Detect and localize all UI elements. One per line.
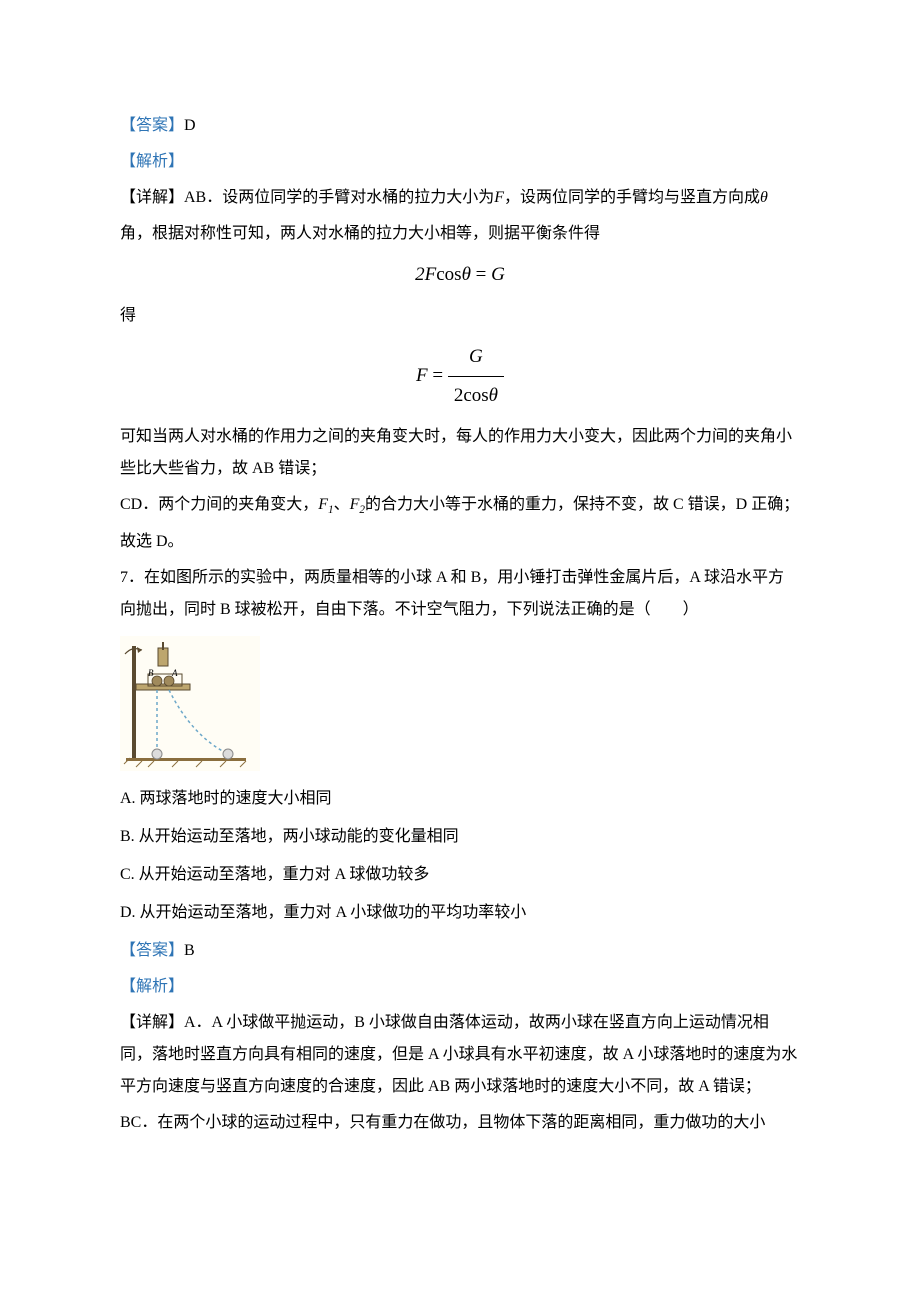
numerator: G [448,338,504,377]
answer-value: B [184,942,195,959]
q6-answer-line: 【答案】D [120,110,800,142]
F2: F2 [350,496,365,513]
q7-options: A. 两球落地时的速度大小相同 B. 从开始运动至落地，两小球动能的变化量相同 … [120,783,800,929]
answer-label: 【答案】 [120,942,184,959]
figure-bg [120,636,260,771]
fraction: G 2cosθ [448,338,504,415]
option-B: B. 从开始运动至落地，两小球动能的变化量相同 [120,821,800,853]
F: F [416,365,428,386]
denominator: 2cosθ [448,377,504,415]
ball-B-icon [152,676,162,686]
ball-A-landed-icon [223,749,233,759]
analysis-label: 【解析】 [120,978,184,995]
q7-figure: B A [120,636,260,771]
q7-detail-BC: BC．在两个小球的运动过程中，只有重力在做功，且物体下落的距离相同，重力做功的大… [120,1107,800,1139]
lhs: 2F [415,264,436,285]
q6-choose: 故选 D。 [120,526,800,558]
label-A: A [171,668,178,678]
theta: θ [462,264,471,285]
q6-analysis-label: 【解析】 [120,146,800,178]
q7-answer-line: 【答案】B [120,935,800,967]
text: 的合力大小等于水桶的重力，保持不变，故 C 错误，D 正确； [365,496,799,513]
option-D: D. 从开始运动至落地，重力对 A 小球做功的平均功率较小 [120,897,800,929]
var-theta: θ [760,189,768,206]
text: 【详解】AB．设两位同学的手臂对水桶的拉力大小为 [120,189,494,206]
clamp-top [158,648,168,666]
cos: cos [436,264,461,285]
sep: 、 [334,496,350,513]
q6-para1: 可知当两人对水桶的作用力之间的夹角变大时，每人的作用力大小变大，因此两个力间的夹… [120,421,800,485]
answer-value: D [184,117,196,134]
label-B: B [148,668,154,678]
q6-formula-1: 2Fcosθ = G [120,256,800,294]
q6-detail-line2: 角，根据对称性可知，两人对水桶的拉力大小相等，则据平衡条件得 [120,218,800,250]
option-C: C. 从开始运动至落地，重力对 A 球做功较多 [120,859,800,891]
text: ，设两位同学的手臂均与竖直方向成 [504,189,760,206]
option-A: A. 两球落地时的速度大小相同 [120,783,800,815]
clamp-pin [162,642,164,650]
q6-de: 得 [120,300,800,332]
q7-analysis-label: 【解析】 [120,971,800,1003]
rhs: G [491,264,505,285]
answer-label: 【答案】 [120,117,184,134]
var-F: F [494,189,504,206]
q6-para2: CD．两个力间的夹角变大，F1、F2的合力大小等于水桶的重力，保持不变，故 C … [120,489,800,522]
F1: F1 [318,496,333,513]
analysis-label: 【解析】 [120,153,184,170]
q7-detail-A: 【详解】A．A 小球做平抛运动，B 小球做自由落体运动，故两小球在竖直方向上运动… [120,1007,800,1103]
q6-detail-line1: 【详解】AB．设两位同学的手臂对水桶的拉力大小为F，设两位同学的手臂均与竖直方向… [120,182,800,214]
q6-formula-2: F = G 2cosθ [120,338,800,415]
eq: = [428,365,448,386]
text: CD．两个力间的夹角变大， [120,496,318,513]
q7-stem: 7．在如图所示的实验中，两质量相等的小球 A 和 B，用小锤打击弹性金属片后，A… [120,562,800,626]
eq: = [471,264,491,285]
ball-B-landed-icon [152,749,162,759]
document-page: 【答案】D 【解析】 【详解】AB．设两位同学的手臂对水桶的拉力大小为F，设两位… [0,0,920,1203]
